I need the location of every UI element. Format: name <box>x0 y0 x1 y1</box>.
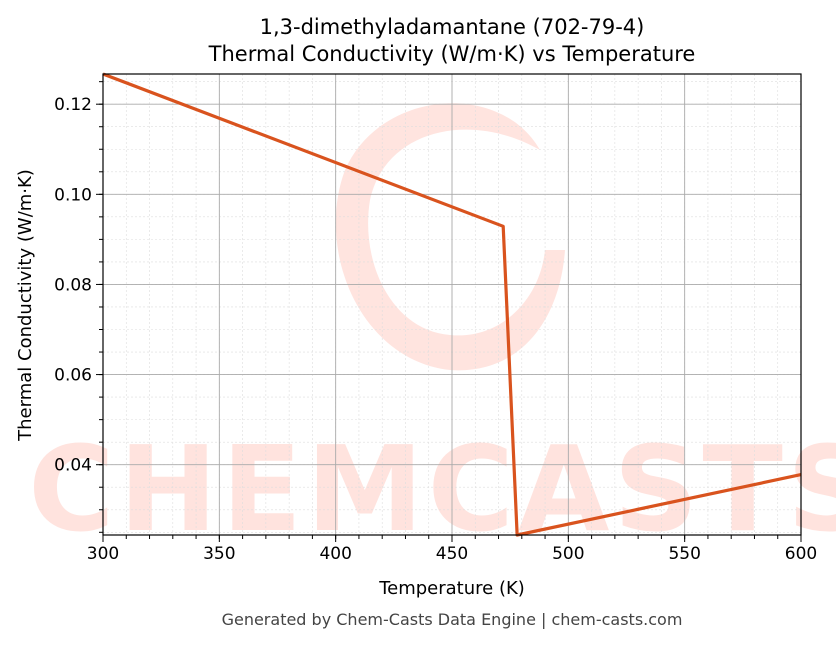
y-axis-label: Thermal Conductivity (W/m·K) <box>15 169 36 442</box>
x-tick-label: 300 <box>87 544 119 564</box>
y-tick-label: 0.10 <box>54 185 92 205</box>
x-tick-label: 600 <box>785 544 817 564</box>
chart-title-line1: 1,3-dimethyladamantane (702-79-4) <box>260 15 645 39</box>
footer-credit: Generated by Chem-Casts Data Engine | ch… <box>222 610 683 629</box>
x-tick-label: 550 <box>668 544 700 564</box>
y-tick-label: 0.12 <box>54 95 92 115</box>
x-axis-label: Temperature (K) <box>378 578 525 599</box>
x-tick-label: 450 <box>436 544 468 564</box>
y-tick-label: 0.04 <box>54 456 92 476</box>
x-tick-label: 400 <box>319 544 351 564</box>
series-line <box>102 72 802 537</box>
x-tick-label: 500 <box>552 544 584 564</box>
chart-title-line2: Thermal Conductivity (W/m·K) vs Temperat… <box>208 42 696 66</box>
y-tick-label: 0.08 <box>54 275 92 295</box>
x-tick-label: 350 <box>203 544 235 564</box>
y-tick-label: 0.06 <box>54 366 92 386</box>
